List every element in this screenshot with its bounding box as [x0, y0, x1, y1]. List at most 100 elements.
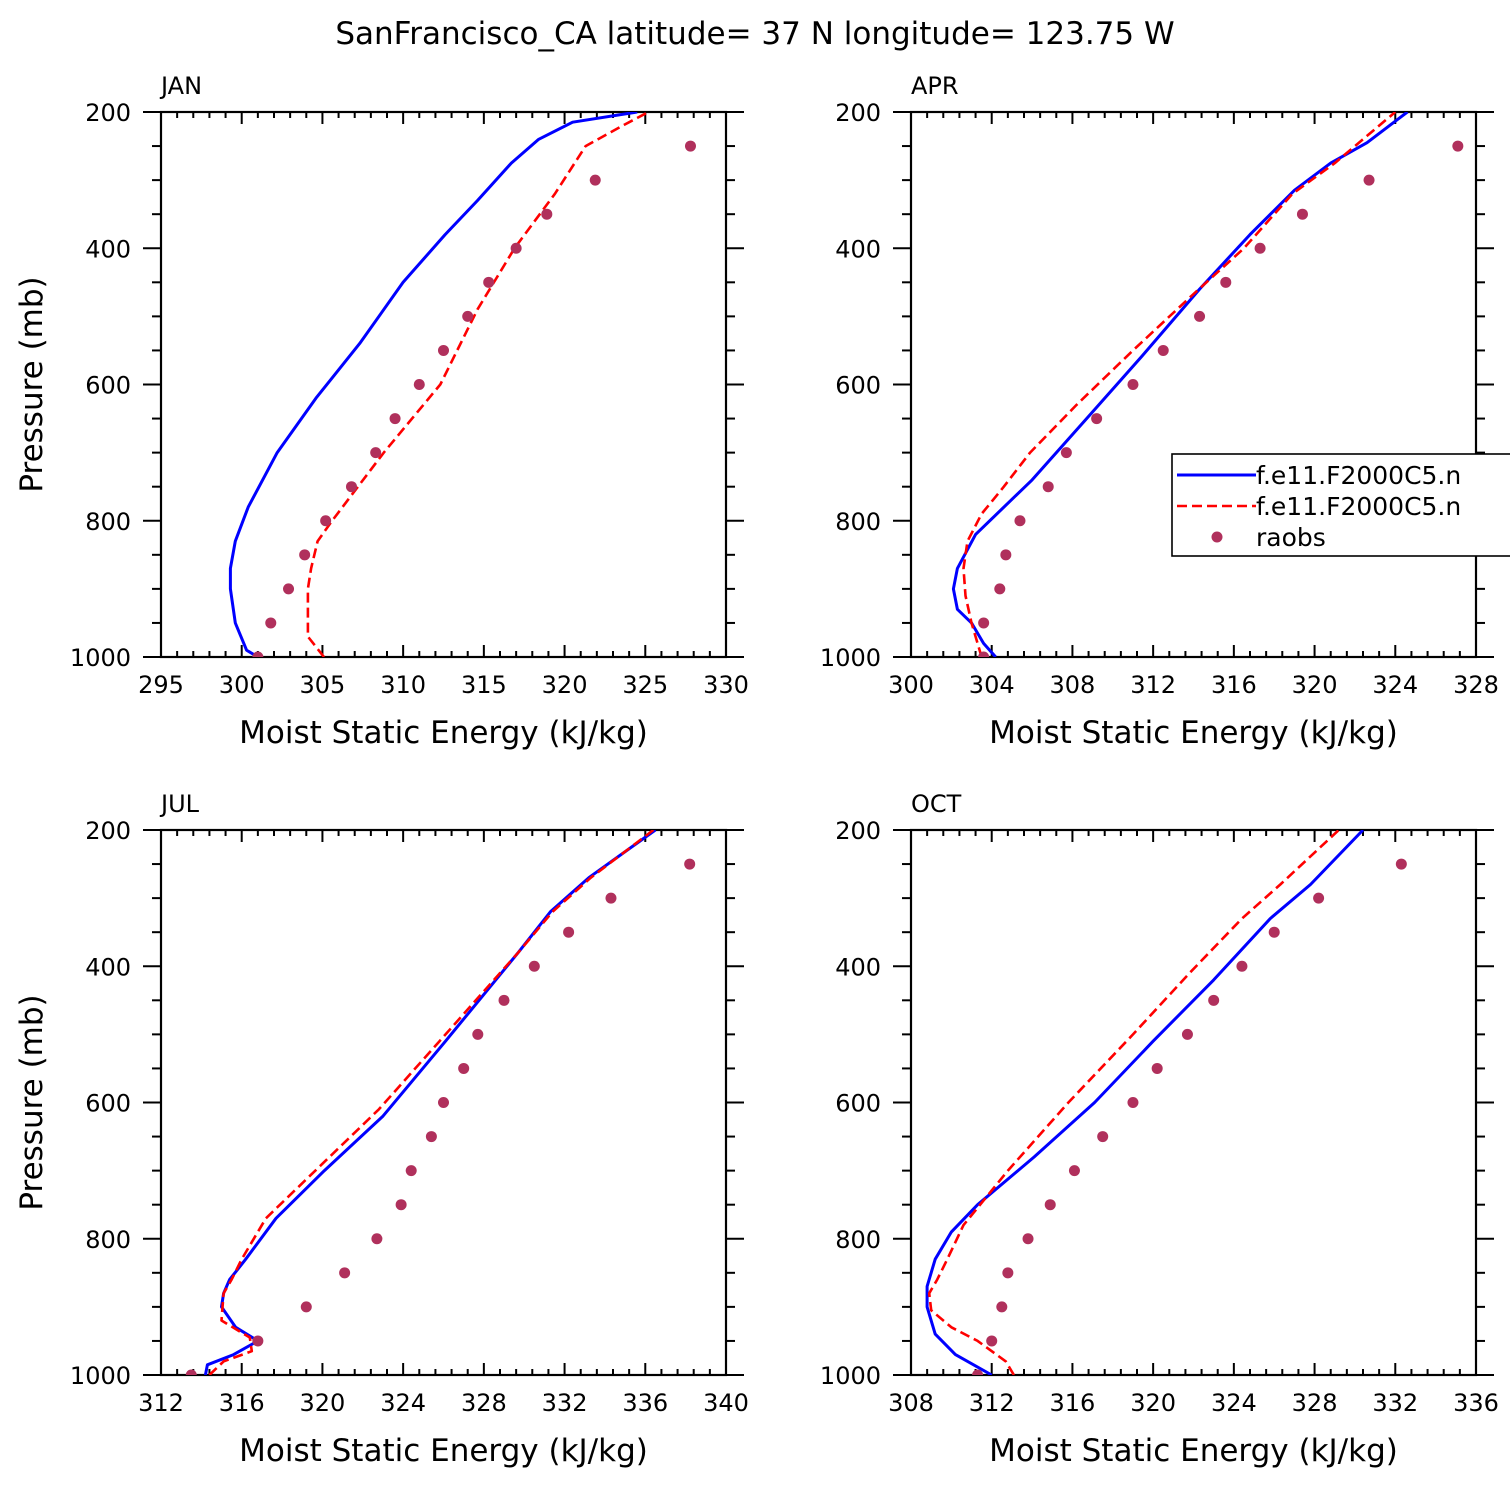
y-tick-label: 200 [835, 817, 881, 845]
raobs-point [1151, 1062, 1163, 1074]
model-series-dashed-line [306, 112, 650, 657]
x-tick-label: 316 [1050, 1389, 1096, 1417]
raobs-point [283, 583, 295, 595]
y-tick-label: 800 [835, 508, 881, 536]
x-tick-label: 320 [1130, 1389, 1176, 1417]
raobs-point [1395, 858, 1407, 870]
y-tick-label: 400 [85, 953, 131, 981]
plot-frame [909, 110, 1478, 659]
x-axis-label: Moist Static Energy (kJ/kg) [239, 1433, 648, 1469]
raobs-point [1452, 140, 1464, 152]
x-tick-label: 332 [542, 1389, 588, 1417]
legend-label: f.e11.F2000C5.n [1256, 492, 1461, 521]
legend-label: f.e11.F2000C5.n [1256, 461, 1461, 490]
y-tick-label: 1000 [820, 644, 881, 672]
y-tick-label: 400 [85, 235, 131, 263]
x-tick-label: 320 [1292, 671, 1338, 699]
x-tick-label: 316 [1211, 671, 1257, 699]
data-layer [951, 112, 1464, 657]
raobs-point [483, 276, 495, 288]
raobs-point [1157, 344, 1169, 356]
panel-jul: 312 316 320 324 328 332 336 340 200 400 600 800 1000… [14, 790, 749, 1469]
raobs-point [472, 1028, 484, 1040]
model-series-dashed-line [962, 112, 1397, 657]
raobs-point [438, 344, 449, 356]
x-tick-label: 328 [1292, 1389, 1338, 1417]
panel-oct: 308 312 316 320 324 328 332 336 200 400 600 800 1000… [820, 790, 1499, 1469]
y-tick-label: 800 [85, 1226, 131, 1254]
raobs-point [1097, 1131, 1109, 1143]
x-tick-label: 324 [1372, 671, 1418, 699]
y-tick-label: 200 [835, 99, 881, 127]
raobs-point [1022, 1233, 1034, 1245]
raobs-point [1000, 549, 1012, 561]
x-tick-label: 328 [1453, 671, 1499, 699]
x-tick-label: 336 [1453, 1389, 1499, 1417]
model-series-solid-line [925, 830, 1365, 1375]
raobs-point [1220, 276, 1232, 288]
model-series-solid-line [203, 830, 657, 1375]
raobs-point [425, 1131, 437, 1143]
panel-label: JUL [159, 790, 200, 818]
raobs-point [1042, 481, 1054, 493]
raobs-point [345, 481, 357, 493]
model-series-dashed-line [208, 830, 655, 1375]
y-tick-label: 1000 [70, 644, 131, 672]
raobs-point [684, 858, 696, 870]
raobs-point [300, 1301, 312, 1313]
x-tick-label: 325 [622, 671, 668, 699]
raobs-point [986, 1335, 998, 1347]
y-tick-label: 800 [835, 1226, 881, 1254]
data-layer [925, 830, 1407, 1375]
raobs-point [458, 1062, 470, 1074]
raobs-point [462, 310, 474, 322]
raobs-point [299, 549, 311, 561]
x-tick-label: 320 [542, 671, 588, 699]
x-tick-label: 310 [380, 671, 426, 699]
x-tick-label: 295 [138, 671, 184, 699]
y-tick-label: 800 [85, 508, 131, 536]
x-tick-label: 304 [969, 671, 1015, 699]
raobs-point [528, 960, 540, 972]
raobs-point [972, 1369, 984, 1375]
raobs-point [395, 1199, 407, 1211]
raobs-point [498, 994, 510, 1006]
x-axis-label: Moist Static Energy (kJ/kg) [989, 1433, 1398, 1469]
legend-label: raobs [1256, 523, 1326, 552]
raobs-point [438, 1097, 449, 1108]
model-series-solid-line [228, 112, 638, 657]
panel-label: JAN [159, 72, 202, 100]
raobs-point [994, 583, 1006, 595]
raobs-point [371, 1233, 383, 1245]
y-tick-label: 200 [85, 99, 131, 127]
raobs-point [265, 617, 277, 629]
raobs-point [589, 174, 601, 186]
x-tick-label: 315 [461, 671, 507, 699]
raobs-point [1127, 1097, 1139, 1108]
panel-jan: 295 300 305 310 315 320 325 330 200 400 600 800 1000… [14, 72, 749, 751]
raobs-point [1208, 994, 1220, 1006]
y-tick-label: 600 [835, 372, 881, 400]
raobs-point [684, 140, 696, 152]
raobs-point [185, 1369, 197, 1375]
raobs-point [541, 208, 553, 220]
panel-label: APR [911, 72, 959, 100]
raobs-point [563, 926, 575, 938]
raobs-point [1268, 926, 1280, 938]
raobs-point [1044, 1199, 1056, 1211]
raobs-point [320, 515, 332, 527]
plot-frame [909, 828, 1478, 1377]
raobs-point [605, 892, 617, 904]
x-tick-label: 308 [888, 1389, 934, 1417]
raobs-point [1127, 379, 1139, 390]
x-tick-label: 320 [300, 1389, 346, 1417]
data-layer [228, 112, 696, 657]
y-tick-label: 400 [835, 953, 881, 981]
x-tick-label: 332 [1372, 1389, 1418, 1417]
model-series-dashed-line [927, 830, 1340, 1375]
x-tick-label: 312 [1130, 671, 1176, 699]
panel-label: OCT [911, 790, 962, 818]
raobs-point [1060, 447, 1072, 459]
raobs-point [1091, 413, 1103, 425]
